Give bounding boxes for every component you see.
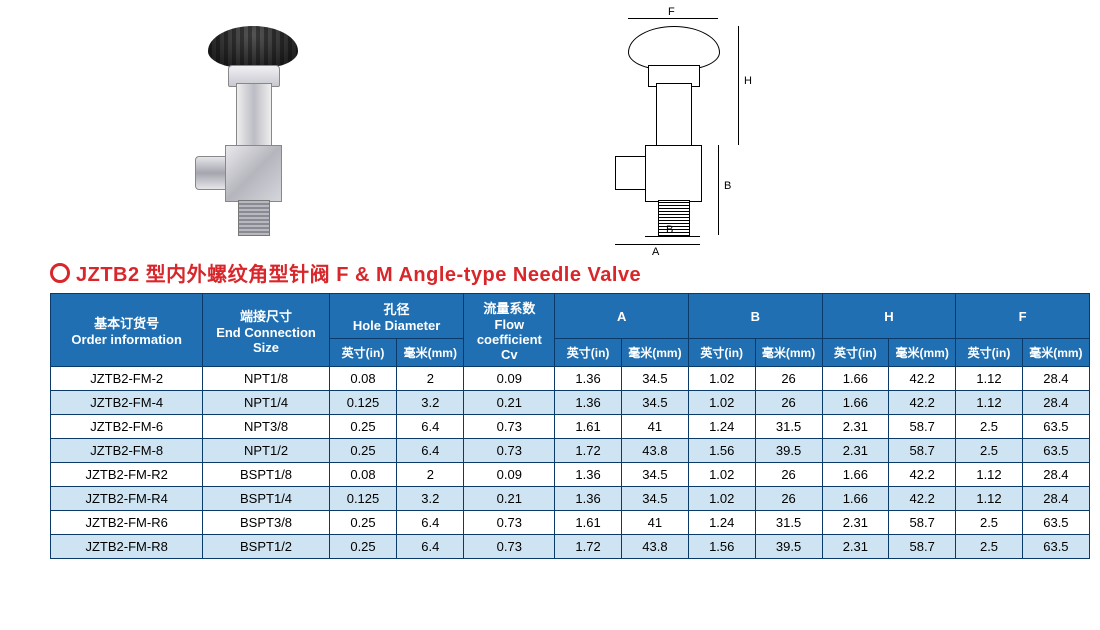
table-row: JZTB2-FM-4NPT1/4 0.1253.2 0.21 1.3634.5 …	[51, 391, 1090, 415]
dim-label-f: F	[668, 6, 675, 18]
dim-label-a: A	[652, 246, 659, 258]
dim-label-h: H	[744, 75, 752, 87]
section-title: JZTB2 型内外螺纹角型针阀 F & M Angle-type Needle …	[50, 258, 1090, 287]
dim-label-b2: B	[666, 224, 673, 236]
table-row: JZTB2-FM-R6BSPT3/8 0.256.4 0.73 1.6141 1…	[51, 511, 1090, 535]
table-row: JZTB2-FM-2NPT1/8 0.082 0.09 1.3634.5 1.0…	[51, 367, 1090, 391]
table-row: JZTB2-FM-R2BSPT1/8 0.082 0.09 1.3634.5 1…	[51, 463, 1090, 487]
title-text: JZTB2 型内外螺纹角型针阀 F & M Angle-type Needle …	[76, 258, 641, 287]
dim-label-b: B	[724, 180, 731, 192]
valve-drawing: F H B B A	[560, 10, 780, 250]
table-row: JZTB2-FM-R8BSPT1/2 0.256.4 0.73 1.7243.8…	[51, 535, 1090, 559]
figure-row: F H B B A	[10, 10, 1090, 250]
table-row: JZTB2-FM-8NPT1/2 0.256.4 0.73 1.7243.8 1…	[51, 439, 1090, 463]
table-row: JZTB2-FM-6NPT3/8 0.256.4 0.73 1.6141 1.2…	[51, 415, 1090, 439]
table-row: JZTB2-FM-R4BSPT1/4 0.1253.2 0.21 1.3634.…	[51, 487, 1090, 511]
valve-photo	[140, 10, 360, 250]
spec-table: 基本订货号Order information 端接尺寸End Connectio…	[50, 293, 1090, 559]
bullet-icon	[50, 263, 70, 283]
